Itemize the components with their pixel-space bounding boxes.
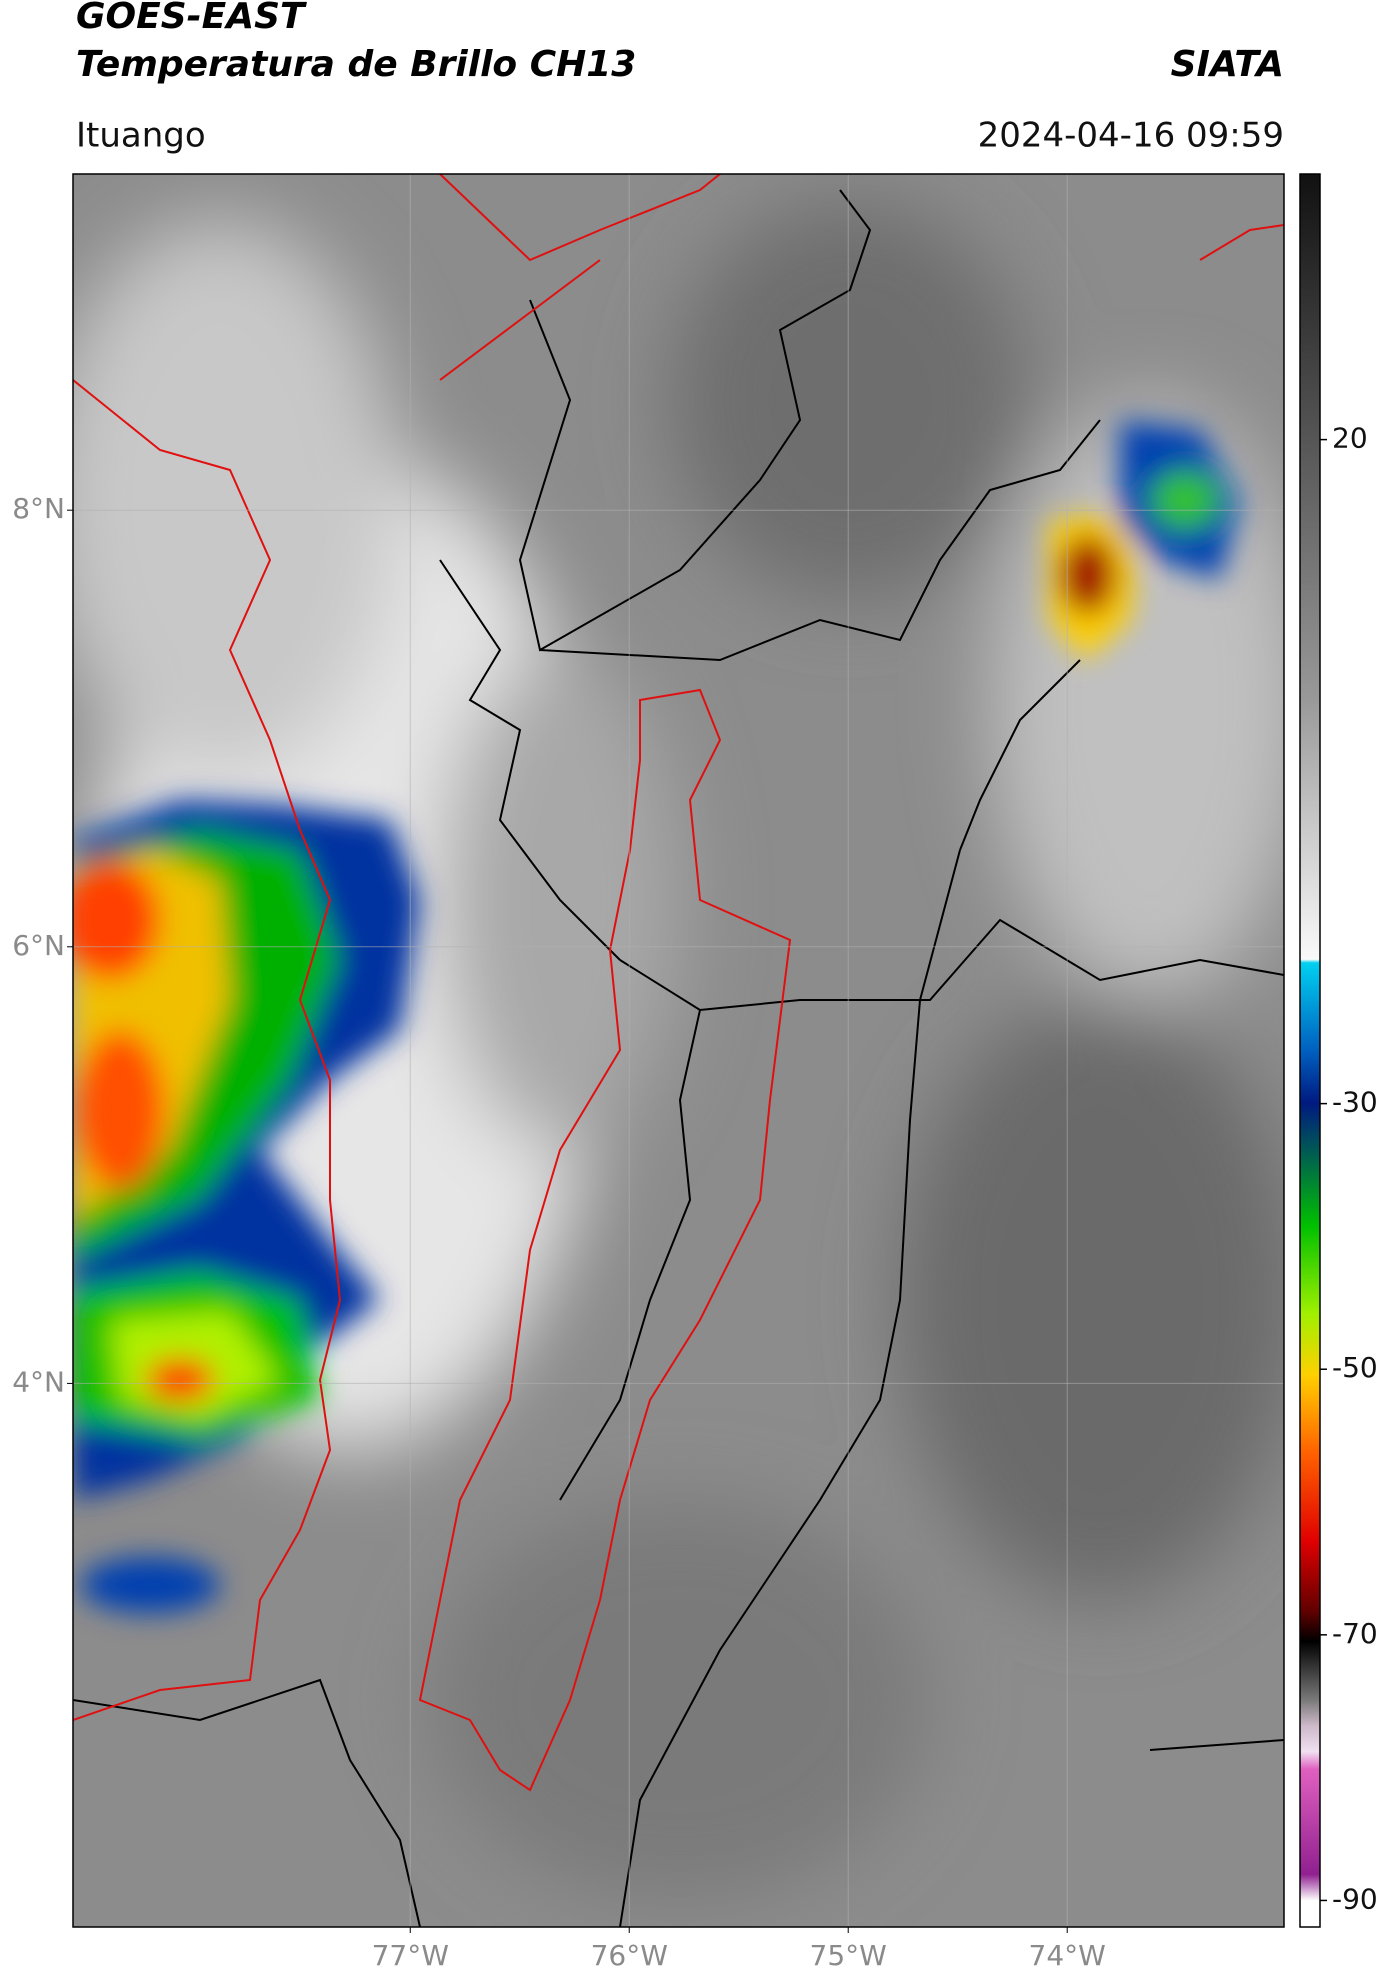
title: GOES-EAST — [76, 0, 307, 37]
lon-label: 75°W — [810, 1939, 887, 1972]
colorbar-label: 20 — [1332, 422, 1368, 455]
location: Ituango — [76, 116, 206, 156]
lon-label: 77°W — [372, 1939, 449, 1972]
lat-label: 8°N — [12, 492, 65, 525]
subtitle: Temperatura de Brillo CH13 — [76, 44, 636, 85]
lat-label: 6°N — [12, 929, 65, 962]
colorbar-label: -70 — [1332, 1617, 1378, 1650]
colorbar — [1299, 173, 1321, 1928]
lat-label: 4°N — [12, 1365, 65, 1398]
colorbar-label: -30 — [1332, 1086, 1378, 1119]
colorbar-label: -90 — [1332, 1882, 1378, 1915]
datetime: 2024-04-16 09:59 — [978, 116, 1284, 156]
colorbar-label: -50 — [1332, 1351, 1378, 1384]
satellite-image — [73, 174, 1284, 1927]
credit: SIATA — [1171, 44, 1284, 85]
map-frame — [72, 173, 1285, 1928]
graticule — [73, 174, 1284, 1927]
lon-label: 76°W — [591, 1939, 668, 1972]
lon-label: 74°W — [1029, 1939, 1106, 1972]
